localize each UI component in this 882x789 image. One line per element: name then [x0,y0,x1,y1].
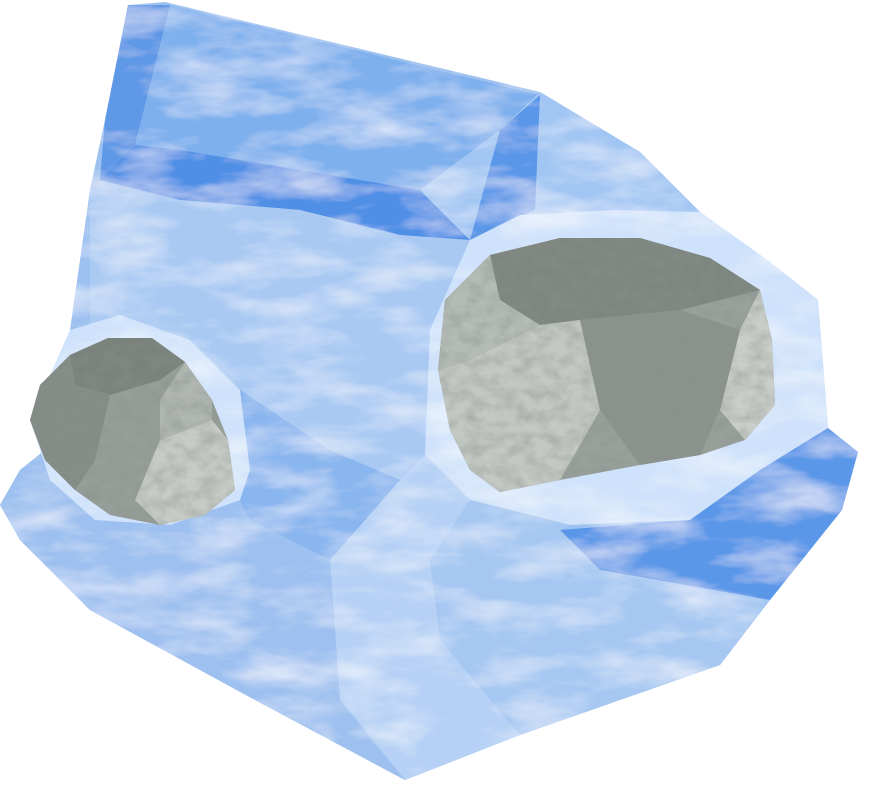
ice-mass [0,2,858,780]
rock-right-left-facet [438,255,540,370]
rock-right-top-facet [490,238,760,325]
rock-right [438,238,775,492]
ice-lower-right-shelf [560,428,858,600]
rock-right-light-facet [438,320,600,492]
rock-left-dark-facet [30,355,110,490]
rock-left-top-facet [70,338,185,395]
rock-left-mid-facet [160,362,212,440]
ice-center-face [90,190,470,560]
ice-top-left-facet [100,5,170,180]
ice-deep-facet [470,95,540,240]
rock-right-edge-facet [720,290,775,440]
rock-left-light-facet [135,420,235,525]
rock-right-shadow-facet [580,310,740,465]
ice-lower-center [330,455,520,780]
rock-left [30,338,235,525]
ice-top-ledge [100,145,470,240]
ice-left-inner-facet [240,390,400,560]
ice-top-face [130,5,540,190]
ice-lower-right-front [430,500,770,735]
